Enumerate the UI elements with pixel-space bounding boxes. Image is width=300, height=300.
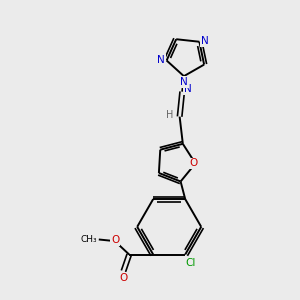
Text: N: N (180, 77, 188, 87)
Text: N: N (184, 84, 192, 94)
Text: H: H (166, 110, 173, 120)
Text: O: O (190, 158, 198, 169)
Text: O: O (111, 236, 120, 245)
Text: N: N (201, 36, 209, 46)
Text: CH₃: CH₃ (81, 235, 98, 244)
Text: O: O (119, 273, 128, 283)
Text: Cl: Cl (186, 257, 196, 268)
Text: N: N (157, 55, 165, 65)
